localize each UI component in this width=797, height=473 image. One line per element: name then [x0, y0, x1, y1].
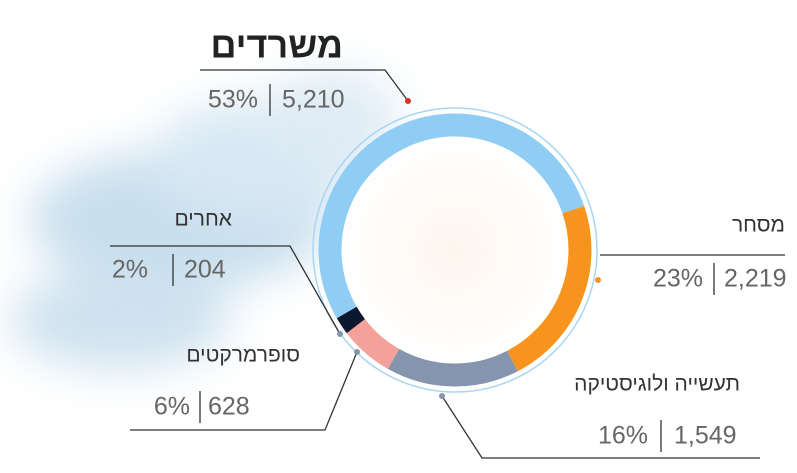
category-label: סופרמרקטים	[186, 344, 300, 367]
category-label: משרדים	[210, 25, 343, 66]
percent-label: 53%	[208, 86, 258, 114]
value-label: 628	[208, 393, 250, 421]
leader-dot	[595, 277, 601, 283]
percent-label: 23%	[653, 265, 703, 293]
value-label: 5,210	[282, 86, 345, 114]
percent-label: 16%	[598, 422, 648, 450]
category-label: תעשייה ולוגיסטיקה	[574, 373, 740, 396]
category-label: מסחר	[732, 214, 785, 237]
donut-segment	[347, 313, 356, 327]
percent-label: 6%	[154, 393, 190, 421]
value-label: 2,219	[724, 265, 787, 293]
category-label: אחרים	[174, 208, 232, 231]
donut-center	[341, 136, 569, 364]
chart: משרדים 53% 5,210 מסחר 23% 2,219 תעשייה ולוגיסט…	[0, 0, 797, 473]
leader-dot	[405, 98, 411, 104]
leader-dot	[439, 393, 445, 399]
percent-label: 2%	[112, 256, 148, 284]
value-label: 204	[184, 256, 226, 284]
leader-dot	[337, 331, 343, 337]
value-label: 1,549	[674, 422, 737, 450]
leader-dot	[354, 349, 360, 355]
